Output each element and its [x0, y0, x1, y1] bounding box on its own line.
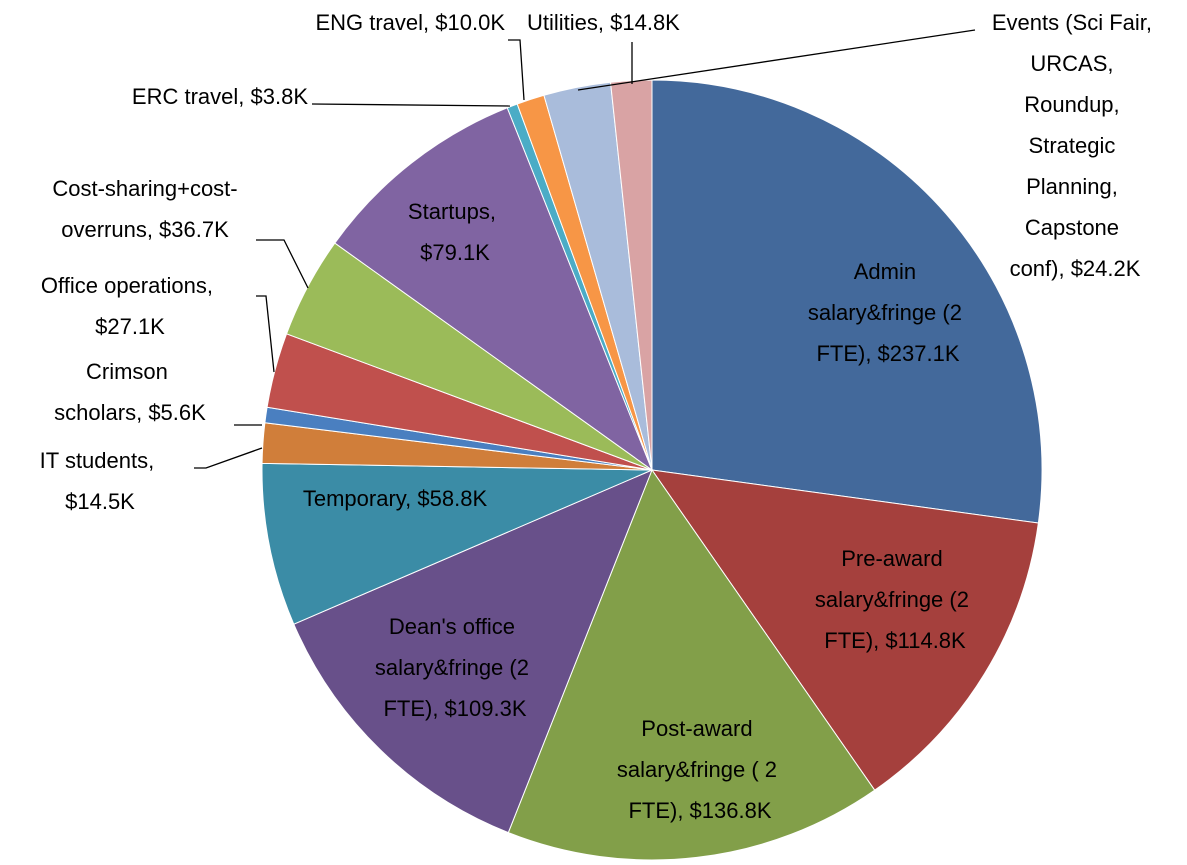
label-line: FTE), $237.1K [816, 341, 959, 366]
label-line: conf), $24.2K [1010, 256, 1141, 281]
data-label: IT students, $14.5K [40, 448, 161, 514]
label-line: Crimson [86, 359, 174, 384]
label-line: salary&fringe (2 [375, 655, 535, 680]
data-label: Temporary, $58.8K [303, 486, 488, 511]
label-line: FTE), $136.8K [628, 798, 771, 823]
label-line: salary&fringe ( 2 [617, 757, 783, 782]
labels: Admin salary&fringe (2 FTE), $237.1K Pre-… [40, 10, 1158, 823]
label-line: salary&fringe (2 [808, 300, 968, 325]
data-label: ENG travel, $10.0K [315, 10, 505, 35]
label-line: scholars, $5.6K [54, 400, 206, 425]
data-label: Dean's office salary&fringe (2 FTE), $10… [375, 614, 535, 721]
label-line: salary&fringe (2 [815, 587, 975, 612]
label-line: Admin [854, 259, 922, 284]
pie-slice [609, 79, 653, 471]
leader-line [311, 103, 511, 107]
leader-line [256, 295, 275, 373]
label-line: $14.5K [65, 489, 135, 514]
data-label: Office operations, $27.1K [41, 273, 219, 339]
data-label: Post-award salary&fringe ( 2 FTE), $136.… [617, 716, 783, 823]
slices [261, 79, 1043, 861]
data-label: Crimson scholars, $5.6K [54, 359, 206, 425]
label-line: Temporary, $58.8K [303, 486, 488, 511]
label-line: FTE), $109.3K [383, 696, 526, 721]
label-line: Cost-sharing+cost- [52, 176, 237, 201]
label-line: URCAS, [1030, 51, 1119, 76]
label-line: IT students, [40, 448, 161, 473]
label-line: Office operations, [41, 273, 219, 298]
data-label: Cost-sharing+cost-overruns, $36.7K [52, 176, 237, 242]
label-line: Capstone [1025, 215, 1125, 240]
label-line: ERC travel, $3.8K [132, 84, 308, 109]
pie-slice [261, 462, 653, 625]
data-label: ERC travel, $3.8K [132, 84, 308, 109]
data-label: Startups, $79.1K [408, 199, 502, 265]
label-line: Events (Sci Fair, [992, 10, 1158, 35]
label-line: Post-award [641, 716, 758, 741]
pie-slice [334, 107, 654, 472]
pie-slice [651, 79, 1043, 524]
leader-lines [194, 29, 976, 469]
pie-slice [650, 469, 1039, 791]
data-label: Pre-award salary&fringe (2 FTE), $114.8K [815, 546, 975, 653]
label-line: Strategic [1029, 133, 1122, 158]
leader-line [577, 29, 976, 91]
pie-slice [507, 468, 876, 861]
leader-line [256, 239, 309, 289]
label-line: overruns, $36.7K [61, 217, 229, 242]
pie-slice [293, 469, 653, 834]
label-line: $79.1K [420, 240, 490, 265]
leader-line [508, 39, 525, 101]
label-line: $27.1K [95, 314, 165, 339]
data-label: Admin salary&fringe (2 FTE), $237.1K [808, 259, 968, 366]
label-line: Startups, [408, 199, 502, 224]
label-line: ENG travel, $10.0K [315, 10, 505, 35]
label-line: FTE), $114.8K [824, 628, 966, 653]
label-line: Roundup, [1024, 92, 1126, 117]
label-line: Planning, [1026, 174, 1124, 199]
label-line: Pre-award [841, 546, 949, 571]
leader-line [194, 447, 263, 469]
label-line: Utilities, $14.8K [527, 10, 680, 35]
data-label: Utilities, $14.8K [527, 10, 680, 35]
label-line: Dean's office [389, 614, 521, 639]
data-label: Events (Sci Fair, URCAS, Roundup, Strate… [992, 10, 1158, 281]
